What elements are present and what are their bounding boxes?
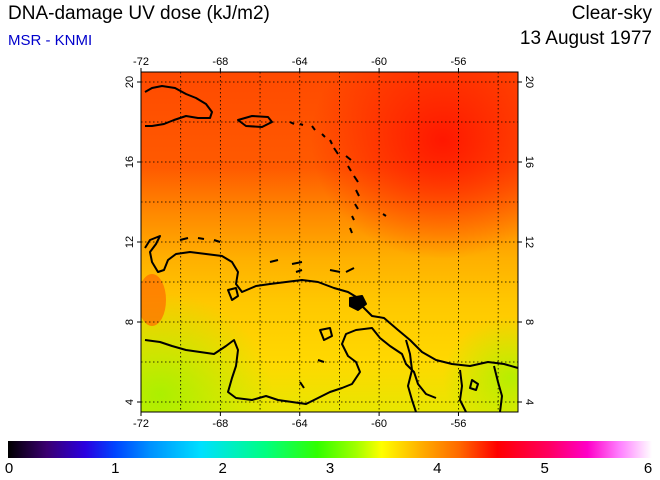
- lon-label-top: -68: [212, 56, 228, 68]
- lon-label-top: -56: [451, 56, 467, 68]
- lat-label-left: 4: [124, 399, 136, 405]
- colorbar-tick-label: 4: [433, 460, 442, 477]
- lat-lon-grid: [141, 72, 518, 412]
- lon-label-top: -64: [292, 56, 308, 68]
- lat-label-left: 16: [124, 156, 136, 168]
- uv-dose-map: -72 -72 -68 -68 -64 -64 -60 -60 -56 -56 4 4 8 8 12 12 16…: [124, 56, 535, 430]
- coastlines: [144, 85, 519, 413]
- colorbar-tick-label: 0: [4, 460, 14, 477]
- lat-label-right: 20: [523, 76, 535, 88]
- colorbar-tick-label: 6: [643, 460, 653, 477]
- lon-label-bottom: -72: [133, 418, 149, 430]
- axis-ticks: [137, 68, 522, 416]
- colorbar: [8, 441, 652, 458]
- lon-label-bottom: -60: [371, 418, 387, 430]
- lon-label-bottom: -64: [292, 418, 308, 430]
- colorbar-tick-label: 2: [218, 460, 227, 477]
- colorbar-tick-label: 1: [111, 460, 120, 477]
- date-label: 13 August 1977: [519, 28, 652, 49]
- lat-label-right: 4: [523, 399, 535, 405]
- source-label: MSR - KNMI: [8, 32, 93, 49]
- map-title: DNA-damage UV dose (kJ/m2): [8, 3, 270, 24]
- lat-label-right: 8: [523, 319, 535, 325]
- axis-tick-labels: -72 -72 -68 -68 -64 -64 -60 -60 -56 -56 4 4 8 8 12 12 16…: [124, 56, 535, 430]
- sky-condition-label: Clear-sky: [571, 3, 652, 24]
- lon-label-top: -60: [371, 56, 387, 68]
- lat-label-right: 12: [523, 236, 535, 248]
- lon-label-top: -72: [133, 56, 149, 68]
- lat-label-left: 8: [124, 319, 136, 325]
- lon-label-bottom: -68: [212, 418, 228, 430]
- lat-label-right: 16: [523, 156, 535, 168]
- colorbar-tick-label: 5: [540, 460, 549, 477]
- lat-label-left: 20: [124, 76, 136, 88]
- colorbar-tick-label: 3: [325, 460, 335, 477]
- lon-label-bottom: -56: [451, 418, 467, 430]
- lat-label-left: 12: [124, 236, 136, 248]
